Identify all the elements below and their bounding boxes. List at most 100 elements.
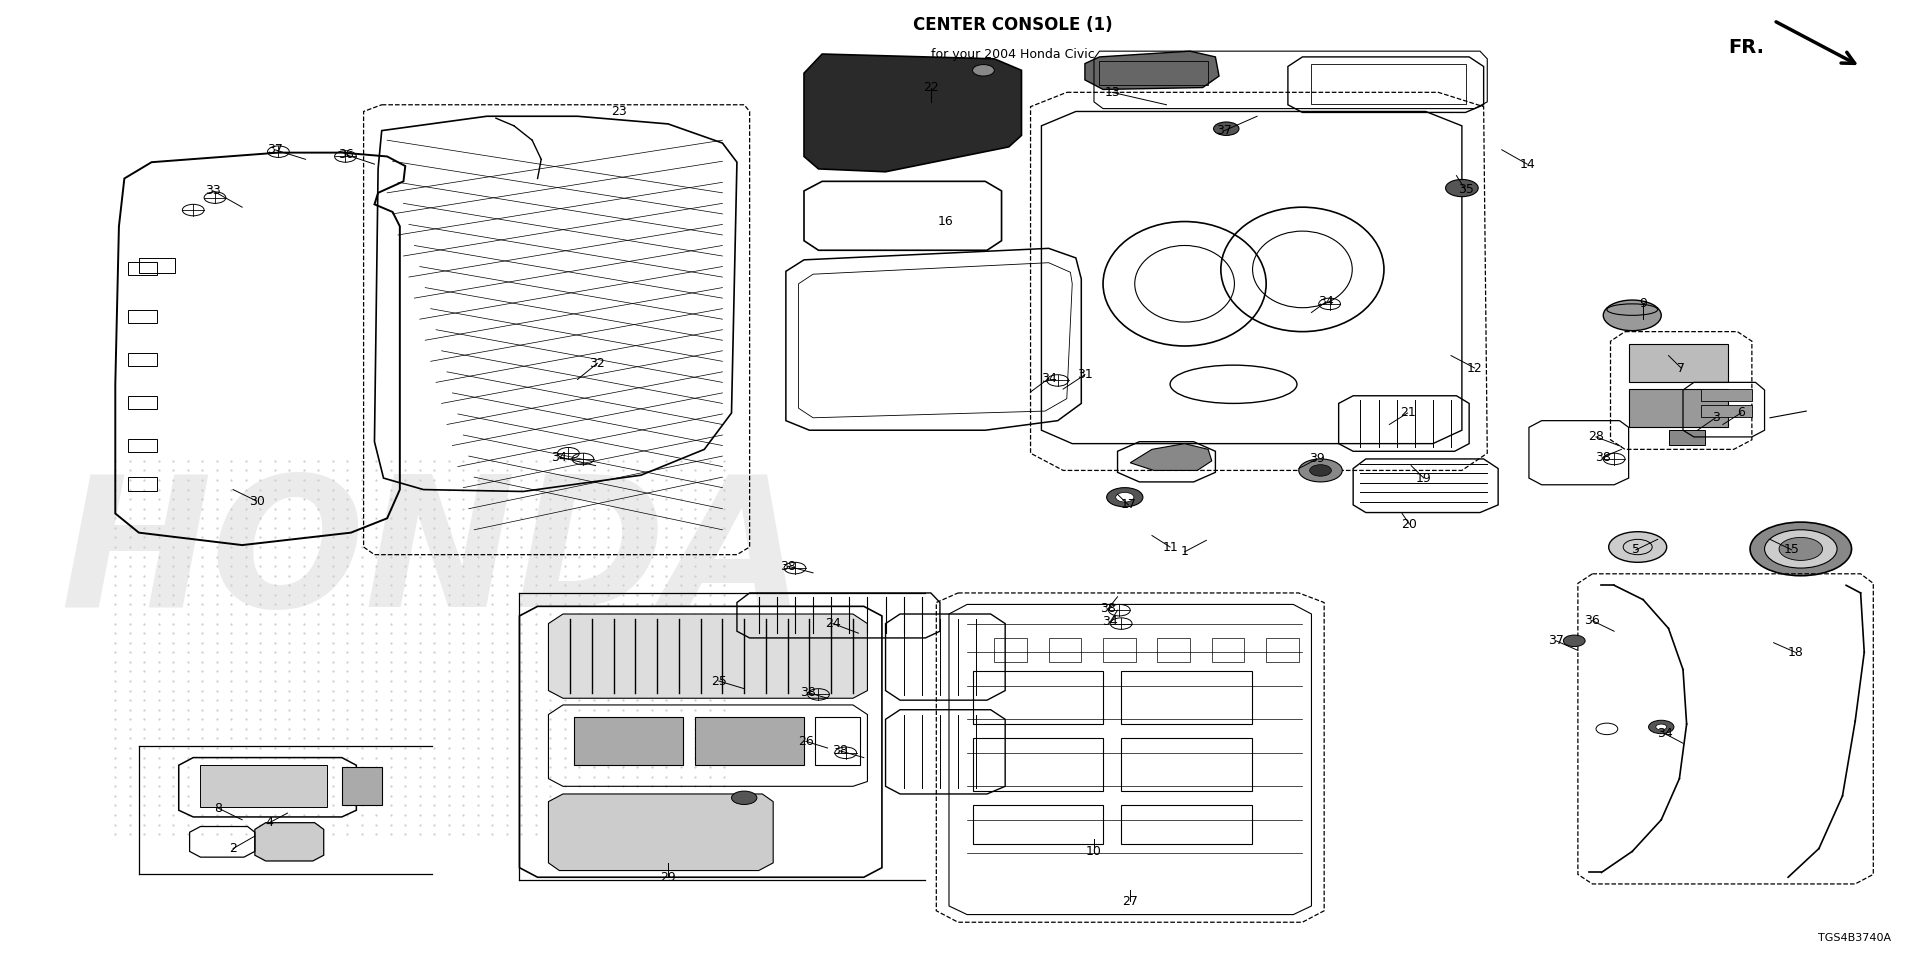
Bar <box>695 717 804 765</box>
Polygon shape <box>255 823 324 861</box>
Text: 38: 38 <box>1100 602 1116 614</box>
Bar <box>129 262 157 276</box>
Circle shape <box>1764 530 1837 568</box>
Text: 9: 9 <box>1640 298 1647 310</box>
Bar <box>129 439 157 452</box>
Text: 2: 2 <box>228 842 236 855</box>
Text: 11: 11 <box>1162 540 1179 554</box>
Bar <box>1121 671 1252 724</box>
Polygon shape <box>804 54 1021 172</box>
Bar <box>1701 405 1751 417</box>
Bar <box>973 671 1104 724</box>
Text: 5: 5 <box>1632 543 1640 557</box>
Text: 21: 21 <box>1400 406 1415 420</box>
Text: 22: 22 <box>924 81 939 94</box>
Text: 39: 39 <box>1309 452 1325 466</box>
Bar <box>1701 389 1751 400</box>
Text: 25: 25 <box>710 675 728 687</box>
Text: 36: 36 <box>1584 614 1599 627</box>
Circle shape <box>1106 488 1142 507</box>
Bar <box>1668 430 1705 444</box>
Circle shape <box>1649 720 1674 733</box>
Bar <box>138 258 175 274</box>
Bar <box>1212 638 1244 661</box>
Bar <box>1048 638 1081 661</box>
Bar <box>814 717 860 765</box>
Bar <box>1158 638 1190 661</box>
Text: 3: 3 <box>1713 411 1720 424</box>
Polygon shape <box>1131 444 1212 470</box>
Circle shape <box>1563 636 1586 646</box>
Text: 1: 1 <box>1181 545 1188 559</box>
Circle shape <box>1603 300 1661 330</box>
Circle shape <box>1446 180 1478 197</box>
Bar <box>1121 738 1252 791</box>
Text: 23: 23 <box>611 105 628 118</box>
Text: 37: 37 <box>1217 124 1233 137</box>
Text: 12: 12 <box>1467 362 1482 374</box>
Text: 38: 38 <box>1596 450 1611 464</box>
Text: 17: 17 <box>1121 498 1137 512</box>
Text: 28: 28 <box>1588 430 1603 444</box>
Text: HONDA: HONDA <box>60 468 804 644</box>
Text: 34: 34 <box>1657 727 1672 740</box>
Text: 36: 36 <box>338 148 353 161</box>
Text: 31: 31 <box>1077 369 1092 381</box>
Circle shape <box>1780 538 1822 561</box>
Bar <box>129 396 157 409</box>
Circle shape <box>1609 532 1667 563</box>
Text: 38: 38 <box>831 744 849 757</box>
Circle shape <box>1749 522 1851 576</box>
Bar <box>1100 60 1208 84</box>
Bar <box>1311 63 1465 104</box>
Text: FR.: FR. <box>1728 37 1764 57</box>
Bar <box>1628 389 1728 427</box>
Bar <box>1265 638 1298 661</box>
Bar <box>129 477 157 491</box>
Text: 34: 34 <box>1319 296 1334 308</box>
Bar <box>342 767 382 805</box>
Text: 14: 14 <box>1519 157 1534 171</box>
Circle shape <box>1298 459 1342 482</box>
Text: 35: 35 <box>1457 183 1473 197</box>
Bar <box>574 717 684 765</box>
Bar <box>108 451 743 853</box>
Circle shape <box>973 64 995 76</box>
Bar <box>129 310 157 323</box>
Text: 38: 38 <box>801 686 816 699</box>
Text: 15: 15 <box>1784 543 1799 557</box>
Text: 27: 27 <box>1123 895 1139 907</box>
Text: 29: 29 <box>660 871 676 884</box>
Polygon shape <box>549 794 774 871</box>
Text: 37: 37 <box>1548 635 1565 647</box>
Text: 16: 16 <box>937 215 952 228</box>
Text: 33: 33 <box>205 184 221 198</box>
Text: 34: 34 <box>1102 615 1117 628</box>
Bar <box>995 638 1027 661</box>
Text: 34: 34 <box>551 450 566 464</box>
Text: for your 2004 Honda Civic: for your 2004 Honda Civic <box>931 48 1094 60</box>
Text: CENTER CONSOLE (1): CENTER CONSOLE (1) <box>912 16 1112 35</box>
Bar <box>973 805 1104 844</box>
Circle shape <box>732 791 756 804</box>
Text: 6: 6 <box>1738 406 1745 420</box>
Circle shape <box>1116 492 1135 502</box>
Bar <box>200 765 326 807</box>
Polygon shape <box>549 614 868 698</box>
Text: 30: 30 <box>250 494 265 508</box>
Text: 4: 4 <box>265 816 273 829</box>
Text: 34: 34 <box>1041 372 1056 385</box>
Text: TGS4B3740A: TGS4B3740A <box>1818 932 1891 943</box>
Circle shape <box>1213 122 1238 135</box>
Polygon shape <box>1085 51 1219 89</box>
Bar <box>1628 344 1728 382</box>
Text: 32: 32 <box>589 357 605 370</box>
Text: 13: 13 <box>1104 85 1119 99</box>
Bar <box>973 738 1104 791</box>
Bar <box>1104 638 1135 661</box>
Text: 19: 19 <box>1415 471 1432 485</box>
Bar <box>1121 805 1252 844</box>
Text: 37: 37 <box>267 143 282 156</box>
Text: 24: 24 <box>826 617 841 630</box>
Bar <box>129 352 157 366</box>
